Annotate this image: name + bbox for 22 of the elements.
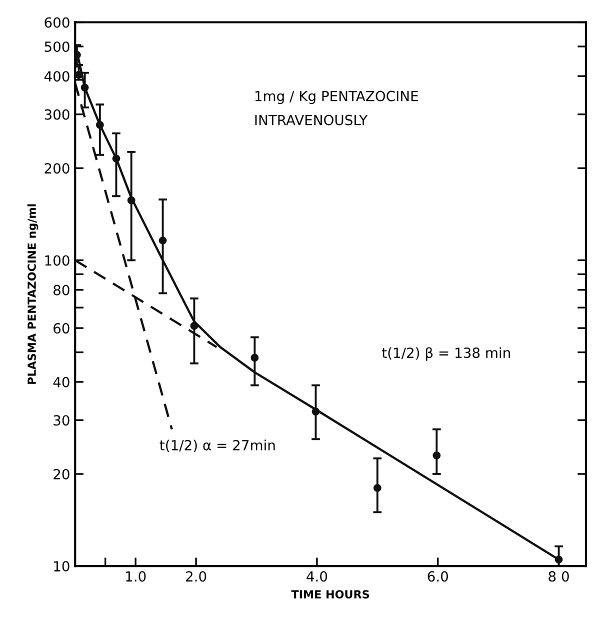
x-axis-title: TIME HOURS [291, 590, 370, 598]
annotation: 1mg / Kg PENTAZOCINE INTRAVENOUSLY [255, 90, 418, 126]
y-tick-label: 500 [44, 41, 70, 52]
y-axis-title: PLASMA PENTAZOCINE ng/ml [27, 204, 38, 384]
y-tick-label: 400 [44, 71, 70, 82]
y-tick-label: 30 [54, 415, 70, 426]
x-tick-label: 8 0 [548, 571, 569, 582]
x-tick-label: 1.0 [126, 571, 146, 582]
x-tick-label: 2.0 [186, 571, 206, 582]
y-tick-label: 10 [54, 561, 70, 572]
x-tick-label: 6.0 [428, 571, 448, 582]
y-tick-label: 60 [54, 323, 70, 334]
y-tick-label: 40 [53, 376, 70, 388]
y-tick-label: 80 [54, 284, 70, 296]
y-tick-label: 300 [44, 109, 70, 120]
annotation: t(1/2) α = 27min [160, 440, 275, 452]
x-tick-label: 4.0 [306, 571, 328, 582]
y-tick-label: 100 [45, 255, 70, 266]
y-tick-label: 200 [44, 163, 70, 174]
y-tick-label: 20 [54, 468, 70, 480]
y-tick-label: 600 [44, 17, 70, 28]
annotation: t(1/2) β = 138 min [382, 347, 510, 361]
